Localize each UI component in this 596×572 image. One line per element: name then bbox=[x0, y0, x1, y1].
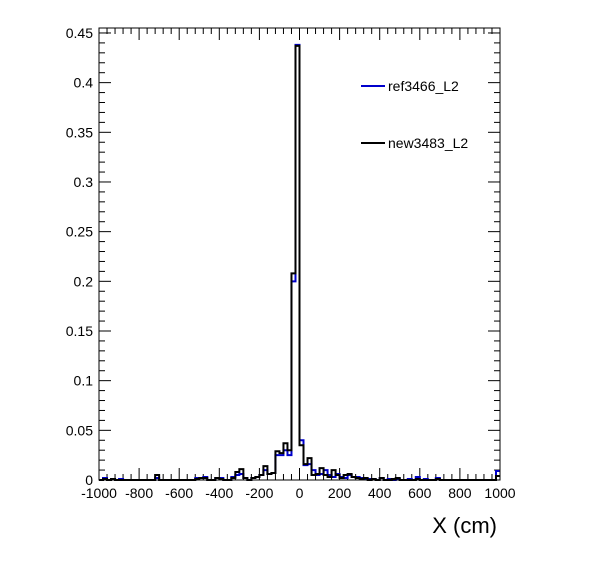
x-tick-label: 0 bbox=[296, 485, 304, 501]
x-tick-label: 600 bbox=[408, 485, 432, 501]
x-tick-label: 1000 bbox=[484, 485, 515, 501]
y-tick-label: 0.2 bbox=[74, 273, 94, 289]
legend-entry-ref: ref3466_L2 bbox=[361, 78, 459, 94]
y-tick-label: 0.4 bbox=[74, 75, 94, 91]
x-tick-label: -600 bbox=[165, 485, 193, 501]
y-tick-label: 0 bbox=[85, 472, 93, 488]
x-tick-label: 800 bbox=[448, 485, 472, 501]
y-axis-tick-labels: 0 0.05 0.1 0.15 0.2 0.25 0.3 0.35 0.4 0.45 bbox=[66, 25, 93, 488]
y-tick-label: 0.45 bbox=[66, 25, 93, 41]
x-tick-label: -1000 bbox=[81, 485, 117, 501]
legend-label-new: new3483_L2 bbox=[388, 135, 468, 151]
y-tick-label: 0.35 bbox=[66, 124, 93, 140]
y-tick-label: 0.25 bbox=[66, 224, 93, 240]
x-tick-label: -400 bbox=[205, 485, 233, 501]
y-tick-label: 0.1 bbox=[74, 373, 94, 389]
x-tick-label: 400 bbox=[368, 485, 392, 501]
y-tick-label: 0.15 bbox=[66, 323, 93, 339]
y-tick-label: 0.3 bbox=[74, 174, 94, 190]
legend-label-ref: ref3466_L2 bbox=[388, 78, 459, 94]
plot-frame bbox=[98, 27, 501, 481]
x-axis-tick-labels: -1000 -800 -600 -400 -200 0 200 400 600 800 1000 bbox=[81, 485, 516, 501]
x-axis-title: X (cm) bbox=[432, 513, 497, 538]
y-axis-ticks bbox=[99, 32, 500, 481]
y-tick-label: 0.05 bbox=[66, 422, 93, 438]
x-axis-ticks bbox=[98, 28, 501, 480]
x-tick-label: -200 bbox=[245, 485, 273, 501]
x-tick-label: 200 bbox=[328, 485, 352, 501]
legend: ref3466_L2 new3483_L2 bbox=[361, 78, 468, 151]
x-tick-label: -800 bbox=[125, 485, 153, 501]
legend-entry-new: new3483_L2 bbox=[361, 135, 468, 151]
